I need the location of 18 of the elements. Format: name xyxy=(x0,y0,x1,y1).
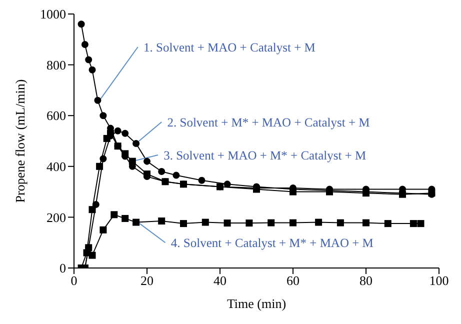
x-tick-label: 80 xyxy=(360,273,372,288)
x-axis-title: Time (min) xyxy=(226,296,286,311)
y-tick-label: 600 xyxy=(46,108,66,124)
annotation: 3. Solvent + MAO + M* + Catalyst + M xyxy=(164,148,366,162)
y-tick-label: 200 xyxy=(46,210,66,225)
y-axis-title: Propene flow (mL/min) xyxy=(12,79,28,203)
y-tick-label: 800 xyxy=(46,57,66,72)
y-tick-label: 400 xyxy=(46,159,66,174)
annotation: 1. Solvent + MAO + Catalyst + M xyxy=(144,40,316,54)
x-tick-label: 100 xyxy=(429,273,449,288)
x-tick-label: 40 xyxy=(214,273,226,288)
annotation: 4. Solvent + Catalyst + M* + MAO + M xyxy=(170,236,374,250)
annotation: 2. Solvent + M* + MAO + Catalyst + M xyxy=(167,115,370,130)
x-tick-label: 60 xyxy=(286,273,300,288)
y-tick-label: 1000 xyxy=(40,6,66,22)
x-tick-label: 0 xyxy=(70,273,78,288)
x-tick-label: 20 xyxy=(140,273,154,288)
y-tick-label: 0 xyxy=(60,260,66,276)
